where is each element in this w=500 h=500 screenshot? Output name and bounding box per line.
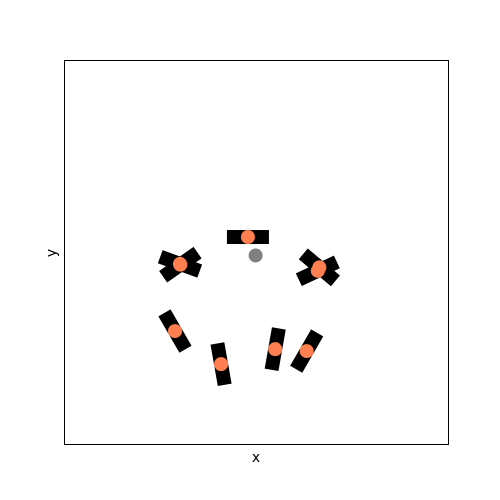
agent-point-3 — [172, 256, 187, 271]
agent-point-1 — [240, 230, 255, 245]
agent-point-8 — [268, 342, 283, 357]
agents-layer — [157, 230, 340, 387]
robot-point — [248, 248, 263, 263]
robot-layer — [248, 248, 263, 263]
agent-point-6 — [167, 324, 182, 339]
plot-frame — [64, 60, 449, 445]
agent-point-9 — [299, 344, 314, 359]
agent-point-5 — [312, 260, 327, 275]
x-axis-label: x — [252, 450, 260, 466]
y-axis-label: y — [44, 249, 60, 257]
agent-point-7 — [214, 357, 229, 372]
